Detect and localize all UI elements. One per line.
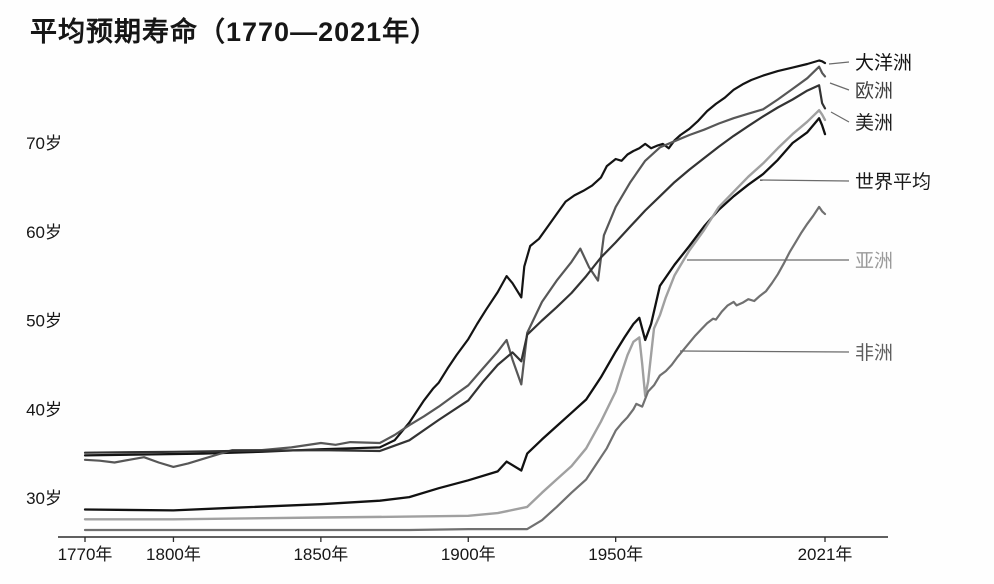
series-line-4 (83, 108, 827, 521)
legend-label-5: 非洲 (855, 342, 893, 364)
series-line-1 (83, 65, 827, 468)
legend-leader-5 (679, 350, 850, 353)
series-line-3 (83, 117, 827, 512)
legend-label-1: 欧洲 (855, 80, 893, 102)
x-tick-label-1: 1800年 (146, 545, 201, 564)
series-line-0 (83, 59, 827, 457)
y-tick-label-3: 60岁 (26, 223, 62, 242)
y-tick-label-0: 30岁 (26, 489, 62, 508)
legend-leader-2 (830, 111, 850, 123)
x-tick-label-2: 1850年 (293, 545, 348, 564)
legend-label-4: 亚洲 (855, 251, 893, 272)
legend-leader-3 (759, 179, 850, 182)
legend-label-2: 美洲 (855, 112, 893, 134)
y-tick-label-1: 40岁 (26, 400, 62, 419)
legend-leader-1 (829, 82, 850, 91)
series-line-5 (83, 205, 827, 532)
x-tick-label-4: 1950年 (588, 545, 643, 564)
legend-leader-0 (828, 61, 850, 65)
chart-title: 平均预期寿命（1770—2021年） (30, 17, 439, 47)
x-tick-label-3: 1900年 (441, 545, 496, 564)
series-line-2 (83, 84, 827, 454)
legend-label-3: 世界平均 (855, 171, 931, 193)
y-tick-label-2: 50岁 (26, 312, 62, 331)
x-tick-label-5: 2021年 (798, 545, 853, 564)
y-tick-label-4: 70岁 (26, 134, 62, 153)
x-tick-label-0: 1770年 (58, 545, 113, 564)
legend-label-0: 大洋洲 (855, 52, 912, 74)
